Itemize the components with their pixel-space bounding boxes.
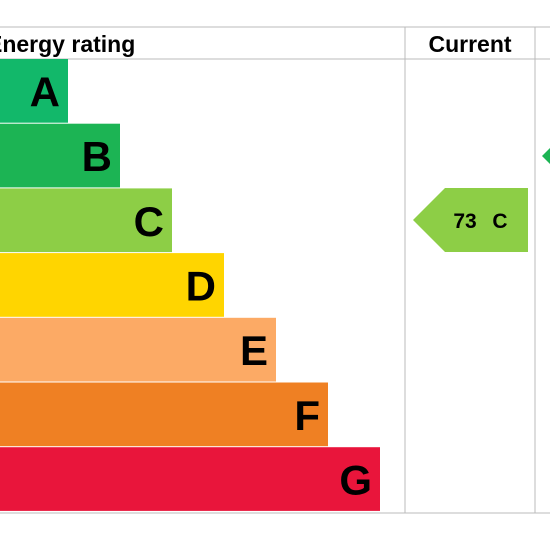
header-title: Energy rating	[0, 31, 135, 57]
band-letter: A	[30, 68, 60, 115]
current-band: C	[492, 210, 507, 233]
band-letter: B	[82, 133, 112, 180]
band-letter: E	[240, 327, 268, 374]
potential-arrow	[542, 148, 550, 164]
current-arrow	[413, 188, 528, 252]
band-letter: D	[186, 262, 216, 309]
band-bar	[0, 59, 68, 123]
band-bar	[0, 447, 380, 511]
band-bar	[0, 382, 328, 447]
header-current: Current	[428, 31, 511, 57]
band-letter: G	[339, 457, 372, 504]
band-bar	[0, 123, 120, 188]
band-bar	[0, 317, 276, 382]
band-letter: C	[134, 198, 164, 245]
band-letter: F	[294, 392, 320, 439]
band-bar	[0, 253, 224, 317]
current-score: 73	[453, 210, 476, 233]
band-bar	[0, 188, 172, 253]
